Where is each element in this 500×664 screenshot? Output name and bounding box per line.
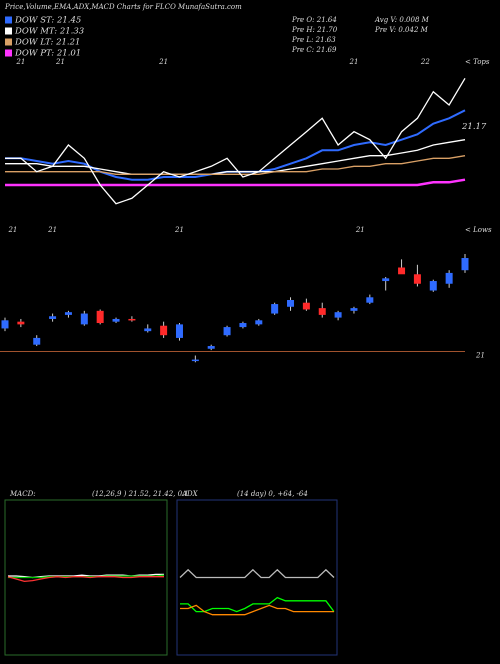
series-line <box>180 604 334 616</box>
legend-label: DOW LT: 21.21 <box>14 38 80 48</box>
candle-body <box>445 272 453 284</box>
x-tick-label: 21 <box>15 58 25 66</box>
x-tick-label: 21 <box>7 226 17 234</box>
candle-body <box>461 258 469 271</box>
candle-body <box>255 320 263 325</box>
info-text: Avg V: 0.008 M <box>374 16 430 24</box>
adx-title: ADX <box>181 490 199 498</box>
legend-swatch <box>5 38 12 46</box>
candle-body <box>80 313 88 325</box>
info-text: Pre H: 21.70 <box>291 26 338 34</box>
series-line <box>179 568 335 579</box>
candle-body <box>350 308 358 311</box>
legend-label: DOW PT: 21.01 <box>14 49 81 59</box>
edge-label: < Lows <box>465 226 492 234</box>
series-line <box>180 596 335 613</box>
x-tick-label: 22 <box>420 58 430 66</box>
series-line <box>5 155 466 175</box>
candle-body <box>366 297 374 303</box>
macd-title: MACD: <box>9 490 36 498</box>
reference-label: 21 <box>475 351 485 359</box>
candle-body <box>1 320 9 329</box>
series-line <box>5 139 466 175</box>
adx-subtitle: (14 day) 0, +64, -64 <box>237 490 308 498</box>
candle-body <box>191 359 199 362</box>
candle-body <box>413 274 421 284</box>
candle-body <box>128 318 136 321</box>
x-tick-label: 21 <box>55 58 65 66</box>
candle-body <box>318 308 326 315</box>
candle-body <box>175 324 183 338</box>
candle-body <box>33 337 41 345</box>
candle-body <box>160 325 168 336</box>
legend-label: DOW ST: 21.45 <box>14 16 81 26</box>
candle-body <box>271 304 279 314</box>
candle-body <box>49 316 57 319</box>
edge-label: < Tops <box>465 58 490 66</box>
candle-body <box>334 312 342 318</box>
legend-label: DOW MT: 21.33 <box>14 27 84 37</box>
x-tick-label: 21 <box>47 226 57 234</box>
candle-body <box>382 278 390 282</box>
candle-body <box>302 302 310 310</box>
candle-body <box>17 321 25 325</box>
series-line <box>5 77 466 205</box>
candle-body <box>144 328 152 332</box>
x-tick-label: 21 <box>158 58 168 66</box>
info-text: Pre C: 21.69 <box>291 46 337 54</box>
candle-body <box>398 267 406 275</box>
candle-body <box>287 300 295 307</box>
series-line <box>7 576 164 583</box>
candle-body <box>429 281 437 291</box>
chart-title: Price,Volume,EMA,ADX,MACD Charts for FLC… <box>4 3 242 11</box>
x-tick-label: 21 <box>174 226 184 234</box>
legend-swatch <box>5 49 12 57</box>
candle-body <box>96 310 104 324</box>
info-text: Pre L: 21.63 <box>291 36 336 44</box>
legend-swatch <box>5 16 12 24</box>
info-text: Pre O: 21.64 <box>291 16 337 24</box>
x-tick-label: 21 <box>355 226 365 234</box>
x-tick-label: 21 <box>349 58 359 66</box>
info-text: Pre V: 0.042 M <box>374 26 429 34</box>
candle-body <box>207 346 215 349</box>
candle-body <box>64 312 72 315</box>
candle-body <box>239 323 247 328</box>
series-line <box>5 178 466 187</box>
legend-swatch <box>5 27 12 35</box>
macd-subtitle: (12,26,9 ) 21.52, 21.42, 0.1 <box>92 490 189 498</box>
candle-body <box>112 318 120 322</box>
last-value-label: 21.17 <box>461 122 487 132</box>
candle-body <box>223 327 231 336</box>
